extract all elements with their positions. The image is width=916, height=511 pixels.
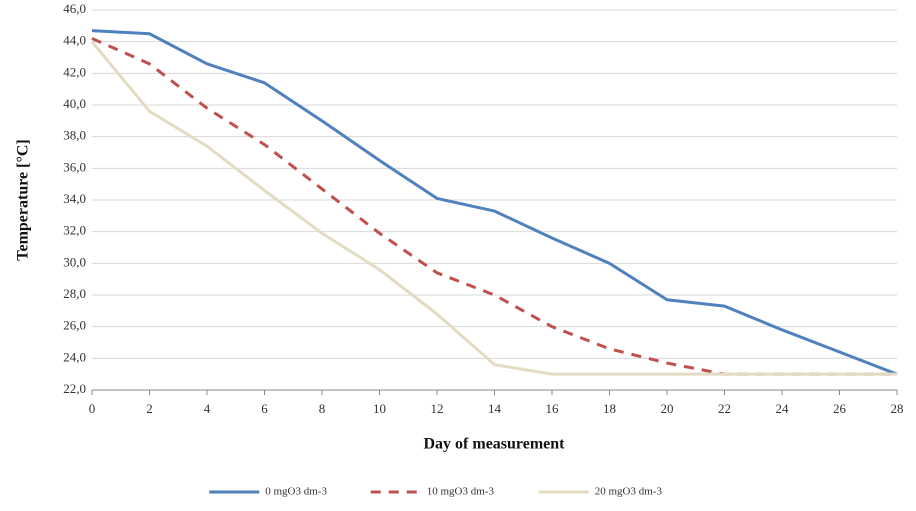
- y-tick-label: 28,0: [63, 286, 86, 301]
- x-tick-label: 8: [319, 401, 326, 416]
- series-line: [90, 40, 897, 376]
- x-tick-label: 22: [718, 401, 731, 416]
- legend-label: 0 mgO3 dm-3: [265, 486, 327, 498]
- x-tick-label: 20: [661, 401, 674, 416]
- y-tick-label: 32,0: [63, 223, 86, 238]
- x-tick-label: 2: [146, 401, 153, 416]
- y-tick-label: 34,0: [63, 191, 86, 206]
- y-tick-label: 42,0: [63, 64, 86, 79]
- x-tick-label: 24: [776, 401, 790, 416]
- y-tick-label: 44,0: [63, 33, 86, 48]
- x-axis-title: Day of measurement: [423, 436, 565, 453]
- series-line: [91, 29, 898, 376]
- y-tick-label: 30,0: [63, 254, 86, 269]
- y-axis-title: Temperature [°C]: [15, 139, 32, 260]
- x-tick-label: 4: [204, 401, 211, 416]
- series-line: [91, 37, 897, 376]
- x-tick-label: 18: [603, 401, 616, 416]
- y-tick-label: 26,0: [63, 318, 86, 333]
- x-tick-label: 10: [373, 401, 386, 416]
- y-tick-label: 24,0: [63, 349, 86, 364]
- x-tick-label: 0: [89, 401, 96, 416]
- legend-label: 20 mgO3 dm-3: [595, 486, 663, 498]
- x-tick-label: 26: [833, 401, 847, 416]
- y-tick-label: 40,0: [63, 96, 86, 111]
- y-tick-label: 22,0: [63, 381, 86, 396]
- legend-label: 10 mgO3 dm-3: [427, 486, 495, 498]
- x-tick-label: 12: [431, 401, 444, 416]
- y-tick-label: 46,0: [63, 1, 86, 16]
- y-tick-label: 38,0: [63, 128, 86, 143]
- x-tick-label: 6: [261, 401, 268, 416]
- x-tick-label: 28: [891, 401, 904, 416]
- x-tick-label: 16: [546, 401, 560, 416]
- y-tick-label: 36,0: [63, 159, 86, 174]
- x-tick-label: 14: [488, 401, 502, 416]
